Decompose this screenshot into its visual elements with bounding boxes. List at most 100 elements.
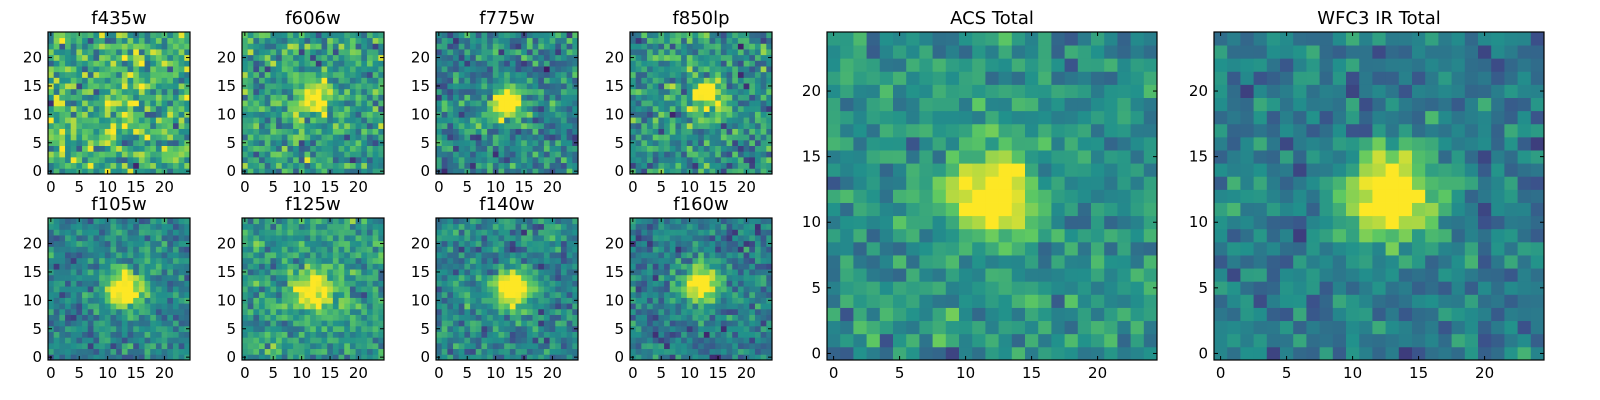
heatmap-cell [366,134,374,141]
heatmap-cell [726,94,733,101]
heatmap-cell [378,32,385,39]
heatmap-cell [133,263,140,270]
heatmap-cell [133,348,140,355]
heatmap-cell [93,122,100,129]
heatmap-cell [464,54,471,61]
heatmap-cell [698,105,705,112]
heatmap-cell [543,280,550,287]
heatmap-cell [344,297,351,304]
heatmap-cell [726,32,733,39]
heatmap-cell [543,308,550,315]
heatmap-cell [327,297,334,304]
heatmap-cell [732,314,739,321]
heatmap-cell [635,280,642,287]
heatmap-cell [698,325,705,332]
heatmap-cell [104,134,111,141]
heatmap-cell [470,71,477,78]
heatmap-cell [121,139,128,146]
heatmap-cell [726,314,733,321]
heatmap-cell [167,269,174,276]
heatmap-cell [686,162,693,169]
heatmap-cell [658,94,665,101]
heatmap-cell [692,348,699,355]
heatmap-cell [259,66,266,73]
heatmap-cell [658,269,665,276]
heatmap-cell [116,145,123,152]
heatmap-cell [453,151,460,158]
heatmap-cell [53,156,60,164]
heatmap-cell [93,269,100,276]
heatmap-cell [709,162,716,169]
heatmap-cell [378,218,385,225]
heatmap-cell [65,269,72,276]
heatmap-cell [675,145,682,152]
heatmap-cell [144,151,151,158]
heatmap-cell [515,291,522,298]
heatmap-cell [698,139,705,146]
heatmap-cell [641,37,648,44]
heatmap-cell [521,257,528,264]
heatmap-cell [87,274,94,281]
heatmap-cell [766,71,773,78]
heatmap-cell [647,66,654,73]
heatmap-cell [310,325,317,332]
heatmap-cell [726,162,733,169]
heatmap-cell [658,122,665,129]
heatmap-cell [349,168,356,175]
heatmap-cell [104,314,111,321]
heatmap-cell [498,122,505,129]
heatmap-cell [378,151,385,158]
heatmap-cell [87,32,94,39]
heatmap-cell [378,105,385,112]
heatmap-cell [686,49,693,56]
heatmap-cell [481,240,488,247]
heatmap-cell [247,263,254,270]
heatmap-cell [338,60,345,67]
heatmap-cell [338,252,345,259]
heatmap-cell [287,223,294,230]
heatmap-cell [441,263,448,270]
heatmap-cell [481,257,488,264]
heatmap-cell [726,151,733,158]
heatmap-cell [310,134,317,141]
heatmap-cell [82,43,89,50]
heatmap-cell [276,139,283,146]
heatmap-cell [293,314,300,321]
heatmap-cell [378,308,385,315]
heatmap-cell [361,240,368,247]
heatmap-cell [349,348,356,355]
heatmap-cell [127,100,134,107]
heatmap-cell [766,280,773,287]
heatmap-cell [167,156,174,164]
heatmap-cell [276,77,283,84]
heatmap-cell [184,49,191,56]
heatmap-cell [87,308,94,315]
heatmap-cell [498,94,505,101]
heatmap-cell [481,246,488,253]
heatmap-cell [127,337,134,344]
heatmap-cell [743,43,750,50]
heatmap-cell [93,337,100,344]
heatmap-cell [453,122,460,129]
heatmap-cell [441,342,448,350]
heatmap-cell [709,320,716,327]
heatmap-cell [447,100,454,107]
heatmap-cell [566,60,573,67]
heatmap-cell [372,240,379,247]
heatmap-cell [321,342,328,350]
heatmap-cell [749,66,756,73]
heatmap-cell [436,37,443,44]
heatmap-cell [538,54,545,61]
heatmap-cell [732,291,739,298]
panel-title: f140w [479,194,534,215]
heatmap-cell [355,303,362,310]
heatmap-cell [675,168,682,175]
heatmap-cell [658,314,665,321]
heatmap-cell [276,337,283,344]
heatmap-cell [760,274,767,281]
heatmap-cell [315,218,322,225]
heatmap-cell [447,274,454,281]
heatmap-cell [498,151,505,158]
heatmap-cell [270,128,277,135]
heatmap-cell [150,139,157,146]
